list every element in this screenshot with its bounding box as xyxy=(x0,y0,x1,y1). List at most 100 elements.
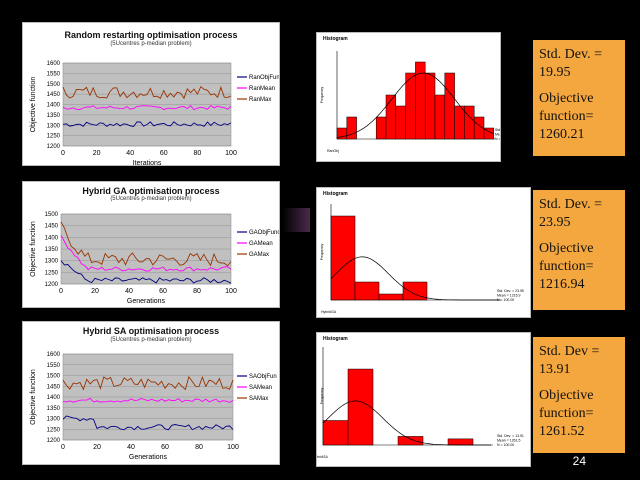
chart-title: Hybrid SA optimisation process xyxy=(82,326,220,336)
objective-text: Objective function= 1261.52 xyxy=(539,388,594,439)
x-tick-label: 100 xyxy=(225,288,237,295)
std-dev-text: Std. Dev. = 23.95 xyxy=(539,197,602,230)
x-tick-label: 60 xyxy=(160,150,168,157)
histogram-bar xyxy=(447,438,474,446)
legend-label: RanMean xyxy=(249,86,275,92)
x-tick-label: 80 xyxy=(195,444,203,451)
y-tick-label: 1550 xyxy=(47,71,61,77)
line-chart-sa: 1200 1250 1300 1350 1400 1450 1500 1550 1600 0 20 4… xyxy=(30,352,277,461)
y-tick-label: 1550 xyxy=(47,363,61,369)
x-axis-label: HybridGA xyxy=(321,310,337,314)
normal-curve xyxy=(330,256,499,301)
series-line xyxy=(60,260,232,284)
x-tick-label: 0 xyxy=(61,150,65,157)
x-tick-label: 40 xyxy=(125,288,133,295)
x-axis-label: Generations xyxy=(129,454,168,461)
x-tick-label: 60 xyxy=(161,444,169,451)
stat-box-sa: Std. Dev = 13.91 Objective function= 126… xyxy=(533,337,625,453)
chart-subtitle: (5Ucentres p-median problem) xyxy=(110,337,192,343)
histogram-stat: Std. Dev. = 23.95 xyxy=(497,289,524,293)
line-chart-random: 1200 1250 1300 1350 1400 1450 1500 1550 1600 0 20 4… xyxy=(30,61,279,165)
y-tick-label: 1300 xyxy=(47,417,61,423)
x-tick-label: 0 xyxy=(61,444,65,451)
y-axis-label: Frequency xyxy=(320,86,324,103)
series-line xyxy=(62,375,234,391)
x-tick-label: 80 xyxy=(193,288,201,295)
std-dev-text: Std. Dev = 13.91 xyxy=(539,344,600,377)
histogram-title: Histogram xyxy=(323,336,348,342)
histogram-stat: Mean = 1261.5 xyxy=(497,439,521,443)
histogram-stat: Mean = 1260.2 xyxy=(495,133,500,137)
x-axis-label: Generations xyxy=(127,298,166,305)
y-tick-label: 1400 xyxy=(45,235,59,241)
x-tick-label: 0 xyxy=(59,288,63,295)
histogram-bar xyxy=(395,105,406,140)
histogram-bar xyxy=(434,94,446,140)
series-line xyxy=(62,397,234,403)
y-tick-label: 1500 xyxy=(47,374,61,380)
histogram-bar xyxy=(402,281,428,301)
histogram-bar xyxy=(322,420,349,446)
stat-box-random: Std. Dev. = 19.95 Objective function= 12… xyxy=(533,40,625,156)
legend-label: RanMax xyxy=(249,97,271,103)
x-tick-label: 100 xyxy=(227,444,239,451)
legend-label: SAMax xyxy=(249,396,268,402)
series-line xyxy=(60,234,232,272)
histogram-bar xyxy=(347,368,374,446)
legend-label: RanObjFun xyxy=(249,75,279,81)
series-line xyxy=(62,105,232,111)
legend-label: GAMax xyxy=(249,252,269,258)
chart-title: Hybrid GA optimisation process xyxy=(82,186,220,196)
y-tick-label: 1200 xyxy=(47,438,61,444)
x-tick-label: 60 xyxy=(159,288,167,295)
y-axis-label: Objective function xyxy=(30,369,37,425)
x-axis-label: Iterations xyxy=(133,160,162,165)
histogram-stat: Std. Dev. = 13.91 xyxy=(497,434,524,438)
chart-subtitle: (5Ucentres p-median problem) xyxy=(110,196,192,202)
legend-label: GAObjFunc xyxy=(249,230,279,236)
histogram-stat: N = 100.00 xyxy=(497,443,514,447)
objective-text: Objective function= 1216.94 xyxy=(539,241,594,292)
stat-box-ga: Std. Dev. = 23.95 Objective function= 12… xyxy=(533,190,625,310)
x-tick-label: 40 xyxy=(126,150,134,157)
y-tick-label: 1500 xyxy=(45,212,59,218)
normal-curve xyxy=(336,72,494,138)
histogram-title: Histogram xyxy=(323,36,348,42)
y-tick-label: 1300 xyxy=(45,259,59,265)
line-chart-ga: 1200 1250 1300 1350 1400 1450 1500 0 20 40 60 80 100… xyxy=(30,212,279,305)
y-tick-label: 1200 xyxy=(45,282,59,288)
y-axis-label: Frequency xyxy=(320,387,324,404)
histogram-panel-ga: Histogram Frequency HybridGA Std. Dev. = 2… xyxy=(316,187,531,318)
histogram-bar xyxy=(385,94,397,140)
histogram-bar xyxy=(354,281,380,301)
objective-text: Objective function= 1260.21 xyxy=(539,91,594,142)
y-tick-label: 1450 xyxy=(47,384,61,390)
page-number: 24 xyxy=(572,454,586,468)
histogram-bar xyxy=(464,105,475,140)
chart-title: Random restarting optimisation process xyxy=(64,30,238,40)
x-tick-label: 20 xyxy=(93,150,101,157)
histogram-stat: Std. Dev. = 19.95 xyxy=(495,128,500,132)
chart-panel-ga: Hybrid GA optimisation process (5Ucentre… xyxy=(22,181,280,308)
histogram-bar xyxy=(405,72,416,140)
y-tick-label: 1500 xyxy=(47,82,61,88)
y-tick-label: 1350 xyxy=(47,113,61,119)
histogram-bar xyxy=(330,215,356,301)
series-line xyxy=(62,85,232,100)
chart-panel-sa: Hybrid SA optimisation process (5Ucentre… xyxy=(22,321,280,465)
y-axis-label: Objective function xyxy=(30,221,37,277)
histogram-stat: Mean = 1216.9 xyxy=(497,294,521,298)
histogram-bar xyxy=(378,293,404,301)
y-tick-label: 1450 xyxy=(45,224,59,230)
histogram-bar xyxy=(424,72,436,140)
y-tick-label: 1350 xyxy=(47,406,61,412)
chart-subtitle: (5Ucentres p-median problem) xyxy=(110,41,192,47)
x-tick-label: 20 xyxy=(93,444,101,451)
x-axis-label: RanObj xyxy=(327,149,339,153)
histogram-bar xyxy=(397,436,424,446)
